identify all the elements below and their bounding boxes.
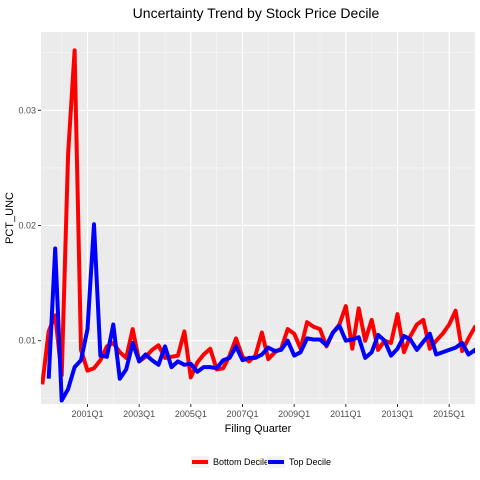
legend-label-bottom-decile: Bottom Decile [213, 457, 269, 467]
y-tick-label: 0.03 [18, 105, 36, 115]
legend-label-top-decile: Top Decile [289, 457, 331, 467]
x-tick-label: 2005Q1 [175, 409, 207, 419]
series-lines [41, 48, 475, 403]
y-axis-ticks: 0.01 0.02 0.03 [18, 105, 41, 346]
y-tick-label: 0.01 [18, 336, 36, 346]
y-tick-label: 0.02 [18, 220, 36, 230]
legend: Bottom Decile Top Decile [191, 456, 331, 468]
x-tick-label: 2015Q1 [433, 409, 465, 419]
x-axis-title: Filing Quarter [225, 423, 292, 435]
series-line-top-decile [46, 222, 475, 403]
x-tick-label: 2009Q1 [278, 409, 310, 419]
chart-title: Uncertainty Trend by Stock Price Decile [133, 5, 380, 21]
x-tick-label: 2011Q1 [330, 409, 361, 419]
x-axis-ticks: 2001Q1 2003Q1 2005Q1 2007Q1 2009Q1 2011Q1 2013… [71, 404, 465, 419]
x-tick-label: 2003Q1 [123, 409, 155, 419]
x-tick-label: 2001Q1 [71, 409, 103, 419]
x-tick-label: 2007Q1 [226, 409, 258, 419]
y-axis-title: PCT_UNC [4, 192, 16, 244]
x-tick-label: 2013Q1 [381, 409, 413, 419]
